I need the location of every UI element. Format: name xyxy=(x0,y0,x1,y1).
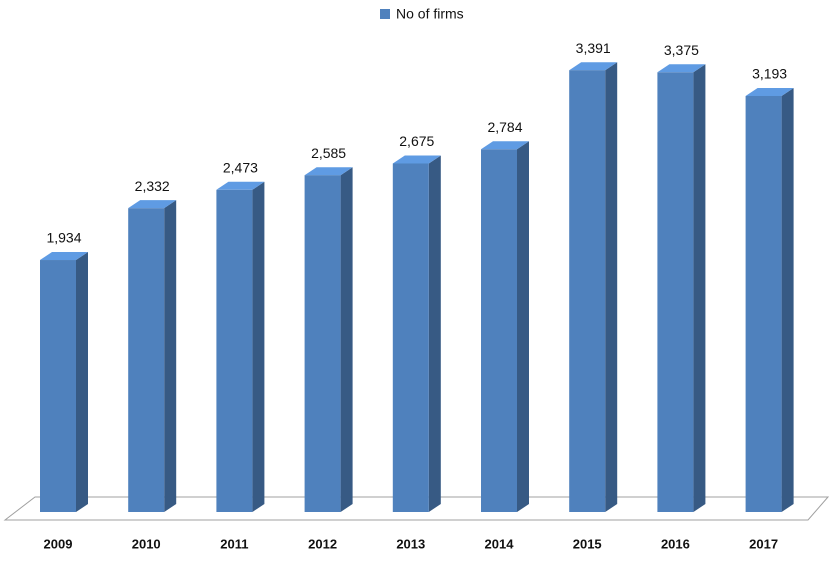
bar-top xyxy=(392,155,441,164)
x-tick-label: 2010 xyxy=(132,536,161,551)
bar xyxy=(745,95,782,512)
bar xyxy=(481,149,517,512)
bar xyxy=(128,208,165,513)
bar-top xyxy=(304,167,353,176)
bar-top xyxy=(40,252,88,261)
bar-side xyxy=(76,252,88,512)
bar-top xyxy=(657,64,706,73)
bar-side xyxy=(164,200,177,513)
bar-top xyxy=(216,181,265,190)
x-tick-label: 2011 xyxy=(220,536,248,551)
legend-label: No of firms xyxy=(396,6,464,22)
bar-side xyxy=(517,141,529,512)
value-label: 2,473 xyxy=(223,160,258,176)
bar-side xyxy=(340,167,353,512)
x-tick-label: 2016 xyxy=(661,536,690,551)
value-label: 2,585 xyxy=(311,145,346,161)
x-tick-label: 2017 xyxy=(749,536,778,551)
bar-top xyxy=(481,141,529,150)
value-label: 1,934 xyxy=(46,230,81,246)
value-label: 2,784 xyxy=(487,119,522,135)
bar-top xyxy=(128,200,177,209)
bar xyxy=(304,175,341,512)
bar-top xyxy=(745,87,794,96)
x-tick-label: 2014 xyxy=(485,536,515,551)
bar-side xyxy=(252,181,265,513)
bar-side xyxy=(693,64,706,513)
legend-swatch xyxy=(380,9,390,19)
value-label: 2,675 xyxy=(399,133,434,149)
x-tick-label: 2013 xyxy=(396,536,425,551)
value-label: 3,193 xyxy=(752,66,787,82)
x-tick-label: 2012 xyxy=(308,536,337,551)
bar-side xyxy=(781,87,794,512)
bar-side xyxy=(605,62,618,512)
bar xyxy=(657,72,694,513)
value-label: 2,332 xyxy=(135,178,170,194)
x-tick-label: 2009 xyxy=(44,536,73,551)
bar-top xyxy=(569,62,618,71)
bar-side xyxy=(428,155,441,512)
value-label: 3,391 xyxy=(576,40,611,56)
bar xyxy=(40,260,76,512)
value-label: 3,375 xyxy=(664,42,699,58)
bar xyxy=(569,70,606,512)
bar xyxy=(392,163,429,512)
bar xyxy=(216,189,253,513)
x-tick-label: 2015 xyxy=(573,536,602,551)
